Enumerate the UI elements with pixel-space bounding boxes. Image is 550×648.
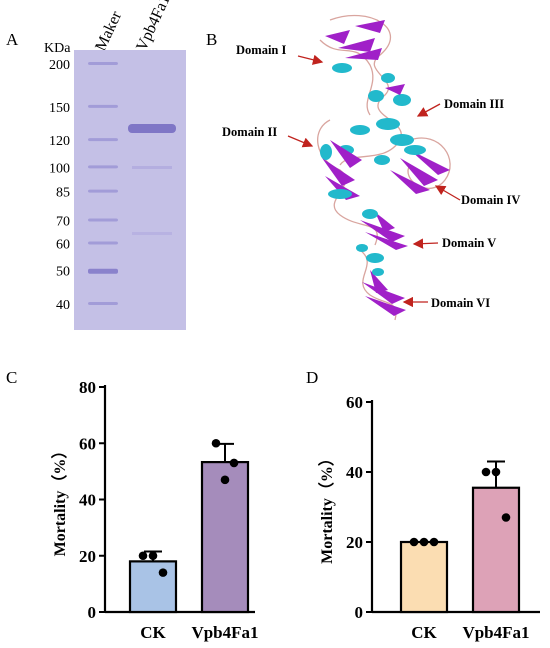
marker-band xyxy=(88,241,118,245)
data-point xyxy=(481,467,491,477)
marker-band xyxy=(88,138,118,142)
marker-size-label: 120 xyxy=(49,134,70,149)
lane-label-maker: Maker xyxy=(92,8,125,54)
data-point xyxy=(229,458,239,468)
lane-label-vpb4fa1: Vpb4Fa1 xyxy=(133,0,174,54)
data-point xyxy=(211,438,221,448)
domain-label-ii: Domain II xyxy=(222,125,277,139)
marker-size-label: 150 xyxy=(49,101,70,116)
y-tick-label: 60 xyxy=(79,434,96,453)
data-point xyxy=(491,467,501,477)
data-point xyxy=(409,537,419,547)
data-point xyxy=(501,513,511,522)
category-label: Vpb4Fa1 xyxy=(462,623,529,642)
gel-image: KDa Maker Vpb4Fa1 200 150 120 100 85 70 60 50 40 xyxy=(44,0,186,330)
category-label: CK xyxy=(140,623,166,642)
data-point xyxy=(220,475,230,485)
marker-band xyxy=(88,104,118,108)
domain-label-i: Domain I xyxy=(236,43,286,57)
marker-band xyxy=(88,189,118,193)
y-tick-label: 0 xyxy=(88,603,97,622)
marker-size-label: 50 xyxy=(56,265,70,280)
category-label: CK xyxy=(411,623,437,642)
domain-label-iv: Domain IV xyxy=(461,193,520,207)
panel-letter-c: C xyxy=(6,368,18,387)
marker-band xyxy=(88,268,118,274)
data-point xyxy=(419,537,429,547)
marker-band xyxy=(88,302,118,305)
data-point xyxy=(138,551,148,561)
sample-band xyxy=(128,124,176,133)
panel-letter-b: B xyxy=(206,30,218,49)
marker-band xyxy=(88,62,118,65)
y-axis-label: Mortality（%） xyxy=(318,450,336,564)
marker-size-label: 200 xyxy=(49,58,70,73)
bar xyxy=(128,560,178,614)
marker-size-label: 100 xyxy=(49,161,70,176)
marker-size-label: 40 xyxy=(56,298,70,313)
kda-label: KDa xyxy=(44,41,71,56)
marker-size-label: 70 xyxy=(56,215,70,230)
y-tick-label: 60 xyxy=(346,393,363,412)
y-tick-label: 0 xyxy=(355,603,364,622)
y-axis-label: Mortality（%） xyxy=(51,443,69,557)
y-tick-label: 20 xyxy=(79,547,96,566)
domain-label-iii: Domain III xyxy=(444,97,504,111)
category-label: Vpb4Fa1 xyxy=(191,623,258,642)
bar-chart-c: 0 20 40 60 80 Mortality（%） CK Vpb4Fa1 xyxy=(51,378,259,642)
y-tick-label: 20 xyxy=(346,533,363,552)
panel-letter-a: A xyxy=(6,30,19,49)
data-point xyxy=(148,551,158,561)
panel-letter-d: D xyxy=(306,368,319,387)
data-point xyxy=(158,568,168,577)
data-point xyxy=(429,537,439,547)
sample-band-faint xyxy=(132,232,172,235)
y-tick-label: 40 xyxy=(346,463,363,482)
y-tick-label: 80 xyxy=(79,378,96,397)
domain-label-vi: Domain VI xyxy=(431,296,490,310)
domain-label-v: Domain V xyxy=(442,236,496,250)
bar xyxy=(399,540,449,614)
sample-band-faint xyxy=(132,166,172,169)
bar xyxy=(200,460,250,614)
protein-structure: Domain I Domain III Domain II Domain IV … xyxy=(222,14,520,321)
marker-size-label: 85 xyxy=(56,186,70,201)
bar xyxy=(471,486,521,614)
marker-band xyxy=(88,218,118,222)
y-tick-label: 40 xyxy=(79,491,96,510)
marker-size-label: 60 xyxy=(56,238,70,253)
marker-band xyxy=(88,165,118,169)
bar-chart-d: 0 20 40 60 Mortality（%） CK Vpb4Fa1 xyxy=(318,393,540,642)
